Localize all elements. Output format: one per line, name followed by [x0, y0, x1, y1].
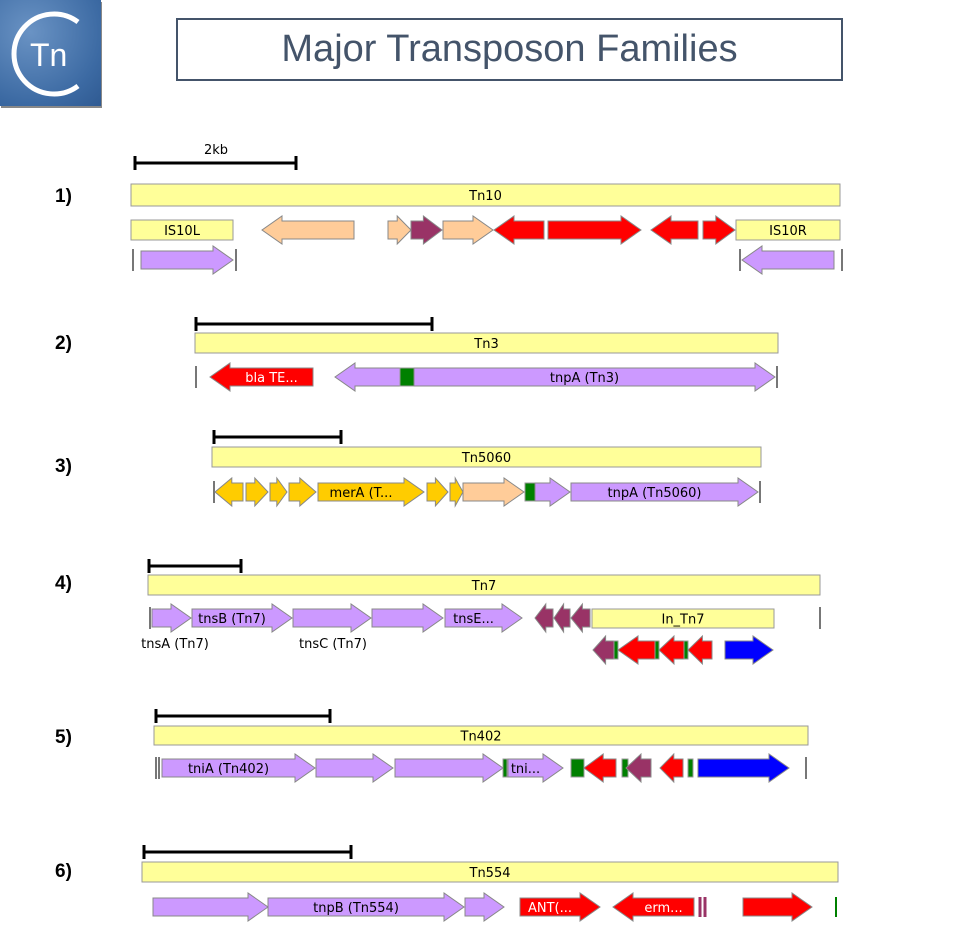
gene-arrow — [410, 214, 443, 246]
tnpA-arrow — [570, 477, 759, 507]
element-bar-tn554-label: Tn554 — [469, 866, 511, 881]
title-box: Major Transposon Families — [176, 18, 843, 81]
in-tn7-box — [591, 608, 775, 629]
merA-arrow-label: merA (T... — [330, 486, 393, 501]
tnpA-arrow-label: tnpA (Tn5060) — [607, 486, 701, 501]
mer-gene-arrow — [245, 476, 269, 508]
row-number: 3) — [55, 456, 72, 477]
tniA-arrow-label: tniA (Tn402) — [188, 762, 269, 777]
res-site — [399, 367, 415, 387]
resistance-gene-arrow — [617, 635, 656, 665]
tniB-arrow — [315, 753, 394, 783]
gene-arrow — [442, 215, 494, 245]
tnsD-arrow — [371, 603, 444, 633]
element-bar-tn10-label: Tn10 — [468, 189, 502, 204]
tnpA-arrow-label: tnpA (Tn3) — [550, 371, 619, 386]
row-number: 6) — [55, 861, 72, 882]
gene-arrow — [462, 477, 525, 507]
resistance-gene-arrow — [493, 215, 545, 245]
resistance-gene-arrow — [547, 215, 642, 245]
tni-arrow-label: tni... — [511, 762, 540, 777]
element-bar-tn402 — [153, 725, 809, 746]
element-bar-tn5060 — [211, 446, 762, 468]
ant-gene-arrow — [519, 892, 601, 922]
gene-arrow — [387, 214, 412, 246]
resistance-gene-arrow — [650, 215, 699, 245]
element-bar-tn10 — [130, 183, 841, 207]
element-bar-tn3 — [194, 332, 779, 354]
gene-arrow — [570, 602, 591, 634]
is10r-box-label: IS10R — [769, 224, 807, 239]
merA-arrow — [317, 477, 425, 507]
resistance-gene-arrow — [742, 892, 813, 922]
gene-arrow — [592, 634, 615, 666]
resistance-gene-arrow — [583, 753, 617, 783]
element-bar-tn402-label: Tn402 — [460, 730, 502, 745]
tni-gene-arrow — [394, 753, 504, 783]
element-bar-tn554 — [141, 861, 839, 883]
mer-gene-arrow — [288, 476, 317, 508]
mer-gene-arrow — [214, 476, 244, 508]
gene-arrow — [534, 602, 554, 634]
mer-gene-arrow — [269, 476, 288, 508]
gene-arrow — [625, 752, 652, 784]
mer-gene-arrow — [449, 476, 464, 508]
erm-gene-arrow — [612, 892, 695, 922]
erm-gene-arrow-label: erm... — [644, 901, 682, 916]
tnsA-arrow — [151, 603, 192, 633]
scale-label: 2kb — [204, 143, 228, 158]
resistance-gene-arrow — [659, 752, 684, 784]
gene-arrow — [261, 215, 355, 245]
tnpC-arrow — [464, 892, 505, 922]
is10r-box — [735, 219, 841, 241]
att-site — [570, 758, 585, 778]
is10l-box-label: IS10L — [164, 224, 201, 239]
row-number: 2) — [55, 333, 72, 354]
tnsC-arrow — [292, 603, 372, 633]
res-site — [502, 758, 508, 778]
tnpR-arrow — [534, 477, 571, 507]
res-site — [524, 482, 536, 502]
integrase-arrow — [724, 635, 774, 665]
tnsB-arrow-label: tnsB (Tn7) — [198, 612, 266, 627]
bla-gene-arrow — [209, 362, 314, 392]
gene-arrow — [553, 602, 571, 634]
is10l-box — [130, 219, 234, 241]
tnpB-arrow — [267, 892, 465, 922]
bla-gene-arrow-label: bla TE... — [245, 371, 298, 386]
element-bar-tn7-label: Tn7 — [471, 579, 496, 594]
is10r-transposase-arrow — [741, 245, 835, 275]
element-bar-tn7 — [147, 574, 821, 596]
logo-graphic: Tn — [11, 11, 80, 97]
att-site — [687, 758, 694, 778]
resistance-gene-arrow — [702, 215, 736, 245]
element-bar-tn3-label: Tn3 — [473, 337, 498, 352]
resistance-gene-arrow — [658, 634, 685, 666]
tni-arrow — [507, 753, 564, 783]
tn-logo: Tn — [0, 0, 101, 106]
tnsB-arrow — [191, 603, 293, 633]
element-bar-tn5060-label: Tn5060 — [461, 451, 511, 466]
in-tn7-box-label: In_Tn7 — [661, 613, 704, 628]
logo-text: Tn — [30, 37, 67, 73]
is10l-transposase-arrow — [140, 245, 234, 275]
tnsE-arrow-label: tnsE... — [453, 612, 494, 627]
tnpR-arrow — [334, 362, 403, 392]
tnpA-arrow — [413, 362, 776, 392]
tnsE-arrow — [444, 603, 523, 633]
resistance-gene-arrow — [687, 634, 713, 666]
tniA-arrow — [161, 753, 316, 783]
tnpA-arrow — [152, 892, 269, 922]
row-number: 5) — [55, 727, 72, 748]
row-number: 1) — [55, 186, 72, 207]
mer-gene-arrow — [426, 476, 449, 508]
page-title: Major Transposon Families — [281, 28, 738, 70]
tnsC-label: tnsC (Tn7) — [299, 637, 367, 652]
tnsA-label: tnsA (Tn7) — [141, 637, 209, 652]
ant-gene-arrow-label: ANT(... — [528, 901, 572, 916]
row-number: 4) — [55, 573, 72, 594]
integrase-arrow — [697, 753, 790, 783]
tnpB-arrow-label: tnpB (Tn554) — [313, 901, 399, 916]
